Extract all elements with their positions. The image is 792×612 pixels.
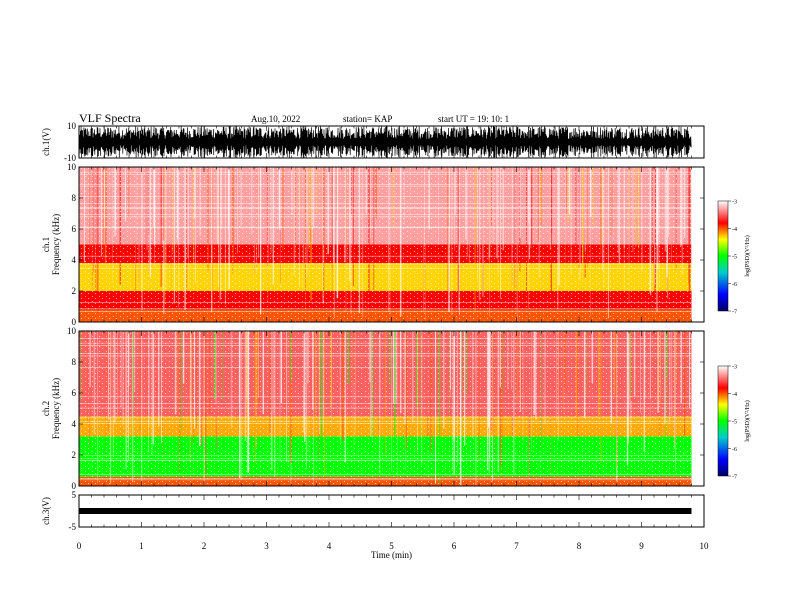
y-tick-label: 8: [72, 357, 77, 367]
y-tick-label: 4: [72, 255, 77, 265]
colorbar-tick-label: -5: [732, 255, 737, 261]
station-label: station= KAP: [343, 114, 393, 124]
date-label: Aug.10, 2022: [251, 114, 301, 124]
x-tick-label: 4: [327, 541, 332, 551]
colorbar-tick-label: -5: [732, 420, 737, 426]
y-tick-label: -5: [69, 522, 77, 532]
psd-speckle: [79, 167, 692, 322]
y-tick-label: 5: [72, 490, 77, 500]
x-tick-label: 8: [577, 541, 582, 551]
start-time-label: start UT = 19: 10: 1: [438, 114, 510, 124]
y-axis-label: Frequency (kHz): [51, 378, 61, 439]
colorbar: [717, 200, 729, 312]
colorbar-label: log(PSD)(V²/Hz): [744, 235, 751, 276]
y-tick-label: 6: [72, 388, 77, 398]
chart-title: VLF Spectra: [79, 111, 141, 125]
x-tick-label: 9: [639, 541, 644, 551]
x-axis-label: Time (min): [371, 550, 412, 560]
colorbar-tick-label: -7: [732, 475, 737, 481]
x-tick-label: 2: [202, 541, 207, 551]
y-tick-label: 10: [67, 121, 77, 131]
y-tick-label: -10: [64, 153, 76, 163]
spectrogram-ch2: [79, 331, 692, 486]
x-tick-label: 0: [77, 541, 82, 551]
y-tick-label: 6: [72, 224, 77, 234]
y-tick-label: 0: [72, 317, 77, 327]
psd-streak: [691, 167, 693, 289]
ch3-waveform: [79, 508, 692, 514]
colorbar-tick-label: -7: [732, 310, 737, 316]
colorbar-label: log(PSD)(V²/Hz): [744, 400, 751, 441]
y-axis-label: ch.2: [41, 401, 51, 416]
x-tick-label: 1: [139, 541, 144, 551]
x-tick-label: 5: [389, 541, 394, 551]
y-tick-label: 0: [72, 481, 77, 491]
y-tick-label: 10: [67, 326, 77, 336]
y-axis-label: ch.1: [41, 237, 51, 252]
spectrogram-ch1: [79, 167, 693, 322]
y-tick-label: 2: [72, 450, 77, 460]
colorbar-tick-label: -3: [732, 200, 737, 206]
x-tick-label: 3: [264, 541, 269, 551]
y-axis-label: ch.1(V): [41, 128, 51, 156]
y-axis-label: Frequency (kHz): [51, 214, 61, 275]
x-tick-label: 10: [700, 541, 710, 551]
ch1-waveform: [78, 125, 692, 159]
y-tick-label: 2: [72, 286, 77, 296]
colorbar: [717, 365, 729, 477]
colorbar-tick-label: -6: [732, 447, 737, 453]
psd-speckle: [79, 331, 692, 486]
colorbar-tick-label: -4: [732, 227, 737, 233]
y-axis-label: ch.3(V): [41, 497, 51, 525]
colorbar-tick-label: -4: [732, 392, 737, 398]
x-tick-label: 6: [452, 541, 457, 551]
colorbar-tick-label: -6: [732, 282, 737, 288]
y-tick-label: 4: [72, 419, 77, 429]
y-tick-label: 10: [67, 162, 77, 172]
y-tick-label: 8: [72, 193, 77, 203]
colorbar-tick-label: -3: [732, 365, 737, 371]
x-tick-label: 7: [514, 541, 519, 551]
